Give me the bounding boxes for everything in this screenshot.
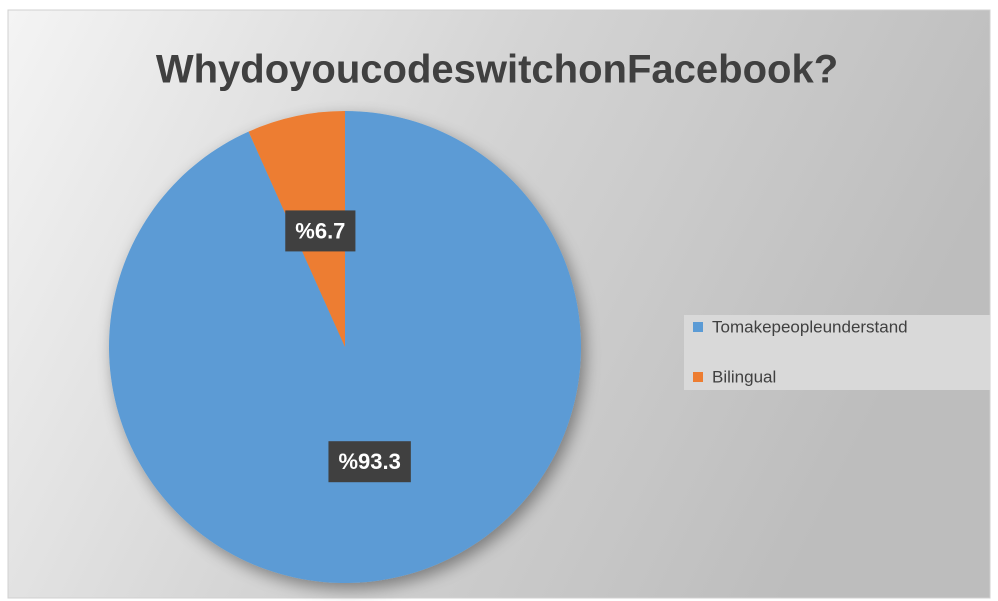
legend bbox=[684, 315, 990, 390]
pie-slice bbox=[108, 111, 581, 584]
legend-swatch bbox=[693, 322, 703, 332]
legend-label: Bilingual bbox=[712, 367, 776, 386]
legend-swatch bbox=[693, 372, 703, 382]
legend-label: Tomakepeopleunderstand bbox=[712, 317, 908, 336]
data-label: %6.7 bbox=[295, 218, 345, 243]
data-label: %93.3 bbox=[338, 449, 400, 474]
data-label-box bbox=[328, 441, 411, 483]
pie bbox=[108, 111, 581, 584]
data-label-box bbox=[285, 210, 356, 252]
chart-title: WhydoyoucodeswitchonFacebook? bbox=[156, 48, 838, 92]
